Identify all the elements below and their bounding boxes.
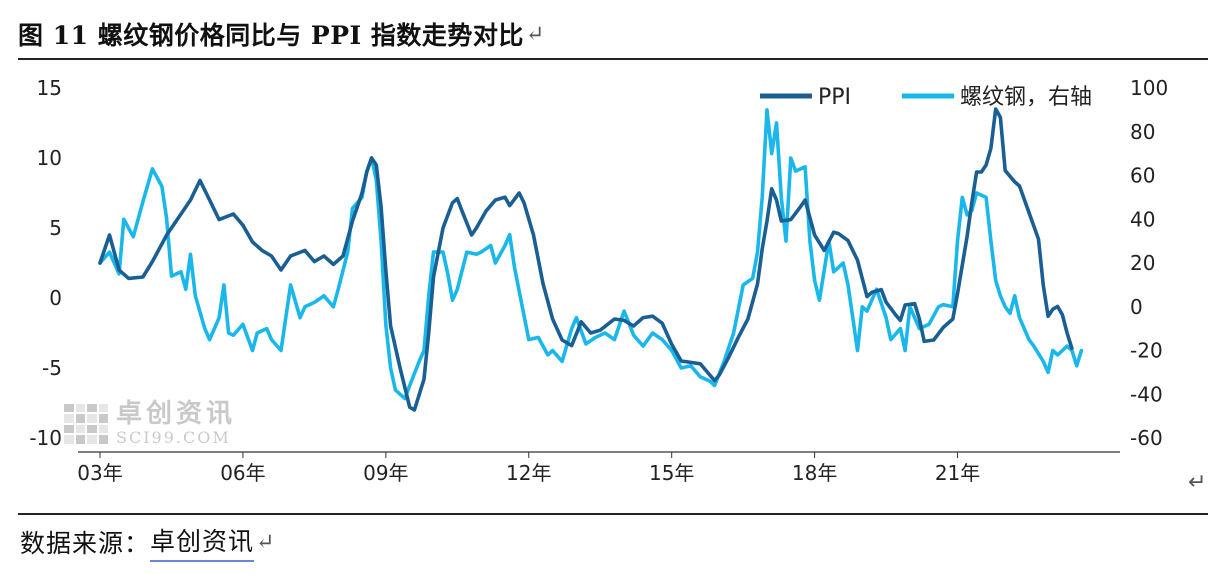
x-tick-label: 09年 <box>363 461 408 485</box>
y-right-tick-label: 40 <box>1130 207 1155 231</box>
legend-label: PPI <box>818 85 851 110</box>
y-right-tick-label: 60 <box>1130 164 1155 188</box>
source-prefix: 数据来源： <box>20 529 151 558</box>
y-right-tick-label: 20 <box>1130 251 1155 275</box>
top-rule <box>18 58 1208 60</box>
y-right-tick-label: 100 <box>1130 76 1168 100</box>
x-tick-label: 03年 <box>77 461 122 485</box>
y-right-tick-label: 80 <box>1130 120 1155 144</box>
watermark-en: SCI99.COM <box>116 428 231 447</box>
source-line: 数据来源： 卓创资讯 ↵ <box>20 520 275 564</box>
y-right-tick-label: -20 <box>1130 339 1163 363</box>
x-tick-label: 21年 <box>935 461 980 485</box>
return-mark: ↵ <box>525 21 545 47</box>
series-line-rebar <box>98 108 1084 401</box>
figure-title-text: 图 11 螺纹钢价格同比与 PPI 指数走势对比 <box>18 21 524 50</box>
y-left-tick-label: 0 <box>49 286 62 310</box>
watermark: 卓创资讯 SCI99.COM <box>64 400 236 447</box>
source-name-link[interactable]: 卓创资讯 <box>150 522 255 562</box>
watermark-logo-icon <box>64 403 108 444</box>
watermark-cn: 卓创资讯 <box>116 399 237 429</box>
y-left-tick-label: -5 <box>42 356 62 380</box>
return-mark-chart: ↵ <box>1188 470 1207 495</box>
figure-title: 图 11 螺纹钢价格同比与 PPI 指数走势对比 ↵ <box>18 10 1208 58</box>
bottom-rule <box>18 513 1208 515</box>
y-left-tick-label: 10 <box>37 146 62 170</box>
y-right-tick-label: -40 <box>1130 382 1163 406</box>
x-tick-label: 06年 <box>220 461 265 485</box>
series-line-ppi <box>98 107 1074 412</box>
y-left-tick-label: -10 <box>29 426 62 450</box>
legend-label: 螺纹钢，右轴 <box>960 85 1092 110</box>
x-tick-label: 18年 <box>792 461 837 485</box>
y-left-tick-label: 15 <box>37 76 62 100</box>
y-right-tick-label: -60 <box>1130 426 1163 450</box>
x-tick-label: 15年 <box>649 461 694 485</box>
return-mark-source: ↵ <box>256 529 276 555</box>
x-tick-label: 12年 <box>506 461 551 485</box>
y-left-tick-label: 5 <box>49 216 62 240</box>
y-right-tick-label: 0 <box>1130 295 1143 319</box>
